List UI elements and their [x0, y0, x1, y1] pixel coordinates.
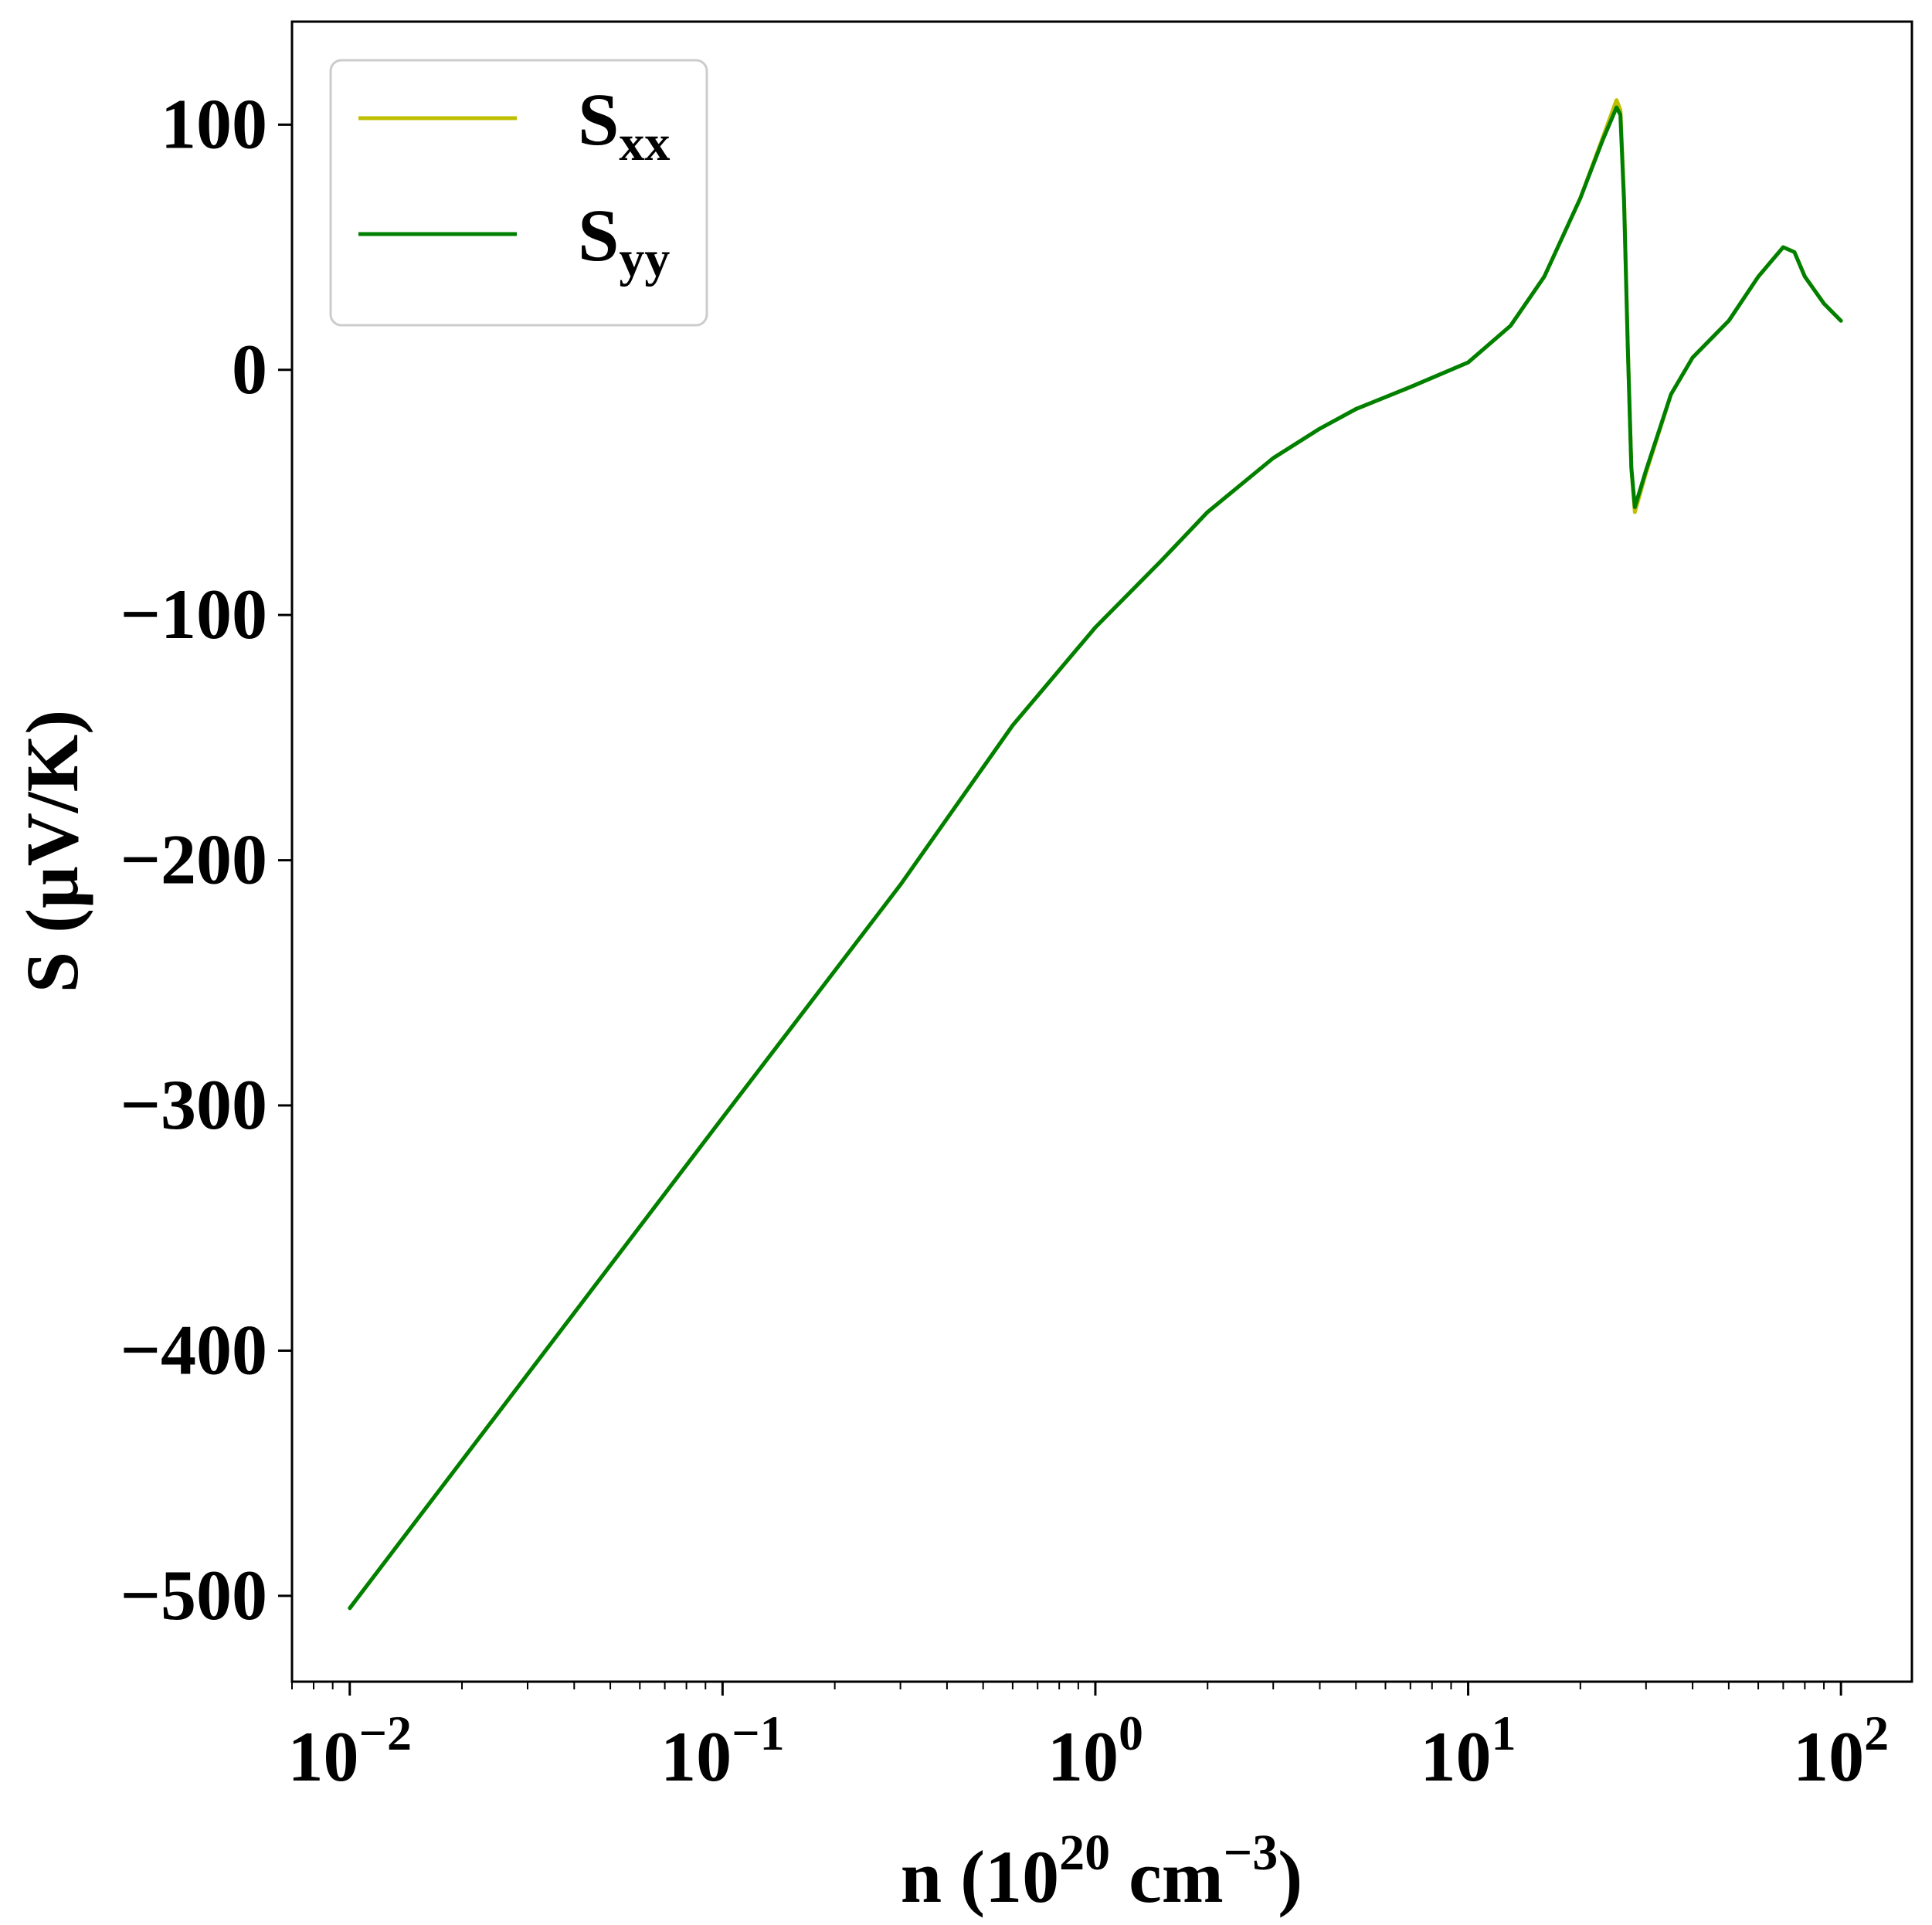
plot-frame: [290, 20, 1913, 1683]
series-line-yy: [348, 105, 1843, 1611]
x-tick-label: 10−2: [288, 1706, 412, 1796]
x-axis: 10−2 10−1 100 101 102: [288, 1682, 1889, 1796]
y-tick-label: −200: [121, 820, 267, 899]
legend-label-syy: Syy: [578, 194, 670, 287]
x-tick-label: 100: [1047, 1706, 1143, 1796]
x-tick-label: 102: [1793, 1706, 1889, 1796]
x-axis-label: n (1020 cm−3): [901, 1825, 1303, 1918]
y-tick-label: −300: [121, 1065, 267, 1144]
x-tick-label: 101: [1421, 1706, 1516, 1796]
legend: Sxx Syy: [329, 59, 708, 327]
y-tick-label: 100: [161, 84, 267, 163]
y-tick-label: −100: [121, 575, 267, 654]
y-tick-label: −500: [121, 1556, 267, 1635]
y-tick-label: −400: [121, 1310, 267, 1389]
legend-label-sxx: Sxx: [578, 78, 670, 171]
legend-frame: [329, 59, 708, 327]
y-tick-label: 0: [232, 330, 267, 409]
series-layer: [348, 98, 1843, 1611]
y-axis-label: S (μV/K): [11, 710, 93, 993]
x-tick-label: 10−1: [660, 1706, 784, 1796]
y-axis: 100 0 −100 −200 −300 −400 −500: [121, 84, 292, 1635]
